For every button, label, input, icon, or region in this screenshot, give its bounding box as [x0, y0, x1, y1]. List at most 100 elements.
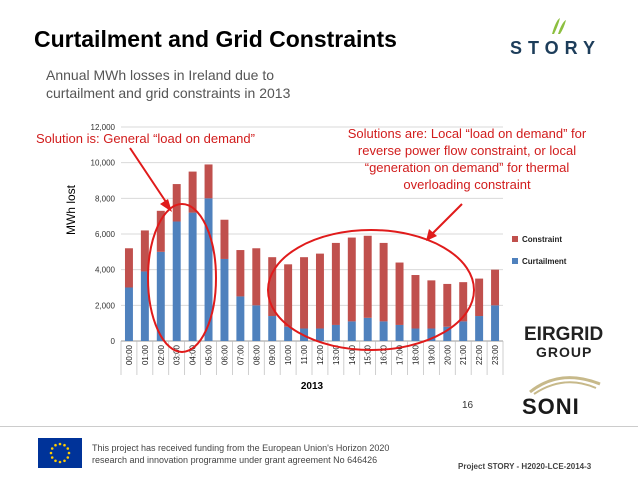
bar-constraint	[363, 235, 372, 318]
x-tick-label: 00:00	[125, 344, 134, 365]
x-tick-label: 20:00	[443, 344, 452, 365]
bar-curtailment	[220, 258, 229, 341]
x-tick-label: 18:00	[411, 344, 420, 365]
story-logo-text: STORY	[510, 38, 602, 58]
bar-constraint	[236, 250, 245, 297]
slide-subtitle: Annual MWh losses in Ireland due to curt…	[46, 67, 291, 101]
x-tick-label: 22:00	[475, 344, 484, 365]
bar-constraint	[156, 210, 165, 252]
bar-curtailment	[204, 198, 213, 341]
bar-constraint	[395, 262, 404, 325]
arrow-left-head	[160, 199, 172, 212]
bar-curtailment	[284, 326, 293, 341]
arrow-right-head	[426, 229, 437, 241]
bar-curtailment	[363, 317, 372, 341]
bar-constraint	[172, 184, 181, 222]
bar-constraint	[284, 264, 293, 327]
bar-curtailment	[268, 316, 277, 341]
eirgrid-logo: EIRGRID GROUP	[522, 320, 612, 364]
soni-swirl-icon	[529, 376, 601, 395]
bar-constraint	[427, 280, 436, 329]
eirgrid-logo-text: EIRGRID	[524, 324, 604, 345]
bar-constraint	[204, 164, 213, 199]
bar-constraint	[475, 278, 484, 317]
bar-constraint	[252, 248, 261, 306]
y-tick-label: 0	[111, 337, 116, 346]
x-tick-label: 13:00	[332, 344, 341, 365]
y-tick-label: 6,000	[95, 230, 116, 239]
project-code: Project STORY - H2020-LCE-2014-3	[458, 462, 592, 471]
bar-curtailment	[172, 221, 181, 341]
legend-label: Constraint	[522, 235, 562, 244]
bar-constraint	[140, 230, 149, 272]
bar-constraint	[124, 248, 133, 288]
bar-curtailment	[315, 328, 324, 341]
x-tick-label: 05:00	[205, 344, 214, 365]
x-tick-label: 07:00	[236, 344, 245, 365]
funding-statement: This project has received funding from t…	[92, 443, 390, 465]
legend-swatch	[512, 258, 518, 264]
x-tick-label: 17:00	[396, 344, 405, 365]
bar-constraint	[315, 253, 324, 329]
x-tick-label: 15:00	[364, 344, 373, 365]
annotation-right: Solutions are: Local “load on demand” fo…	[347, 126, 587, 192]
bar-constraint	[220, 219, 229, 259]
x-tick-label: 08:00	[252, 344, 261, 365]
bar-curtailment	[140, 271, 149, 341]
bar-curtailment	[491, 305, 500, 341]
y-tick-label: 2,000	[95, 301, 116, 310]
x-tick-label: 09:00	[268, 344, 277, 365]
x-tick-label: 19:00	[427, 344, 436, 365]
bar-constraint	[411, 275, 420, 329]
eu-flag-icon	[38, 438, 82, 468]
bar-constraint	[188, 171, 197, 213]
annotation-left: Solution is: General “load on demand”	[36, 131, 255, 146]
bar-constraint	[331, 242, 340, 325]
x-tick-label: 23:00	[491, 344, 500, 365]
y-tick-label: 4,000	[95, 266, 116, 275]
soni-logo-text: SONI	[522, 394, 580, 419]
x-tick-label: 14:00	[348, 344, 357, 365]
slide-title: Curtailment and Grid Constraints	[34, 26, 397, 52]
bar-curtailment	[124, 287, 133, 341]
x-tick-label: 10:00	[284, 344, 293, 365]
x-tick-label: 21:00	[459, 344, 468, 365]
legend-label: Curtailment	[522, 257, 567, 266]
y-tick-label: 8,000	[95, 194, 116, 203]
x-axis-label: 2013	[301, 381, 324, 392]
x-tick-label: 03:00	[173, 344, 182, 365]
bar-curtailment	[459, 321, 468, 341]
legend-swatch	[512, 236, 518, 242]
highlight-ellipse-right	[267, 229, 475, 351]
arrow-left	[129, 147, 169, 206]
highlight-ellipse-left	[147, 203, 217, 353]
x-tick-label: 06:00	[220, 344, 229, 365]
story-logo: STORY	[510, 12, 610, 60]
y-axis-label: MWh lost	[64, 185, 78, 236]
bar-curtailment	[236, 296, 245, 341]
page-number: 16	[462, 400, 474, 411]
x-tick-label: 04:00	[189, 344, 198, 365]
bar-constraint	[491, 269, 500, 306]
bar-constraint	[268, 257, 277, 317]
bar-curtailment	[156, 251, 165, 341]
x-tick-label: 02:00	[157, 344, 166, 365]
x-tick-label: 11:00	[300, 344, 309, 364]
bar-constraint	[379, 242, 388, 322]
bar-curtailment	[188, 212, 197, 341]
bar-constraint	[347, 237, 356, 322]
story-leaf-icon	[552, 18, 566, 34]
stacked-bar-chart: 0 2,000 4,000 6,000 8,000 10,000 12,000 00:00 0…	[91, 123, 567, 392]
soni-logo: SONI	[520, 372, 610, 420]
bar-curtailment	[331, 324, 340, 341]
x-tick-label: 12:00	[316, 344, 325, 365]
eirgrid-group-text: GROUP	[536, 344, 593, 360]
footer-divider	[0, 426, 638, 427]
x-tick-label: 01:00	[141, 344, 150, 365]
bar-constraint	[443, 283, 452, 327]
bar-curtailment	[411, 328, 420, 341]
bar-curtailment	[379, 321, 388, 341]
bar-curtailment	[475, 316, 484, 341]
bar-constraint	[300, 257, 309, 329]
bar-curtailment	[395, 324, 404, 341]
